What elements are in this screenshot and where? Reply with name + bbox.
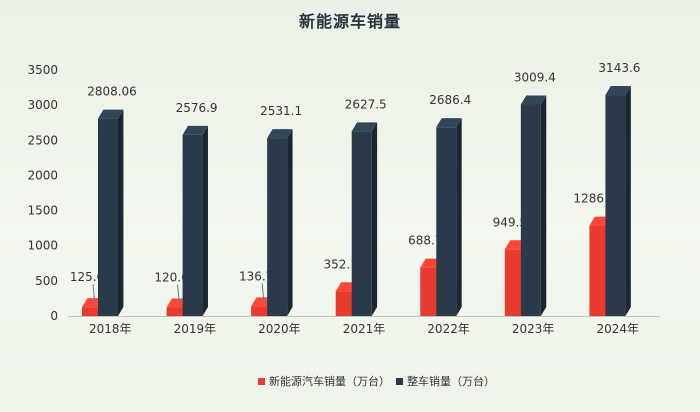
bar-side [202, 125, 208, 317]
data-label: 352.1 [324, 257, 358, 271]
bar [82, 307, 100, 316]
bar-top [351, 122, 378, 132]
x-tick-label: 2018年 [89, 322, 132, 336]
bar-side [456, 118, 462, 317]
y-tick-label: 0 [50, 309, 58, 323]
bar-side [625, 86, 631, 316]
data-label: 2531.1 [260, 104, 302, 118]
bar-side [287, 129, 293, 316]
bar-side [540, 95, 547, 316]
data-label: 136.7 [239, 269, 273, 283]
bar [436, 127, 457, 317]
bar [504, 249, 523, 316]
data-label: 2808.06 [87, 85, 137, 99]
bar-top [182, 125, 208, 135]
bar [335, 291, 354, 316]
bar [267, 138, 288, 316]
data-label: 2686.4 [429, 93, 471, 107]
y-tick-label: 2000 [27, 168, 58, 182]
bar [182, 134, 203, 316]
bar [166, 307, 185, 316]
bar-top [605, 86, 631, 96]
leader-line [261, 283, 265, 305]
y-tick-label: 3500 [27, 63, 58, 77]
x-tick-label: 2020年 [258, 322, 301, 336]
bar-side [118, 109, 124, 316]
bar [251, 306, 270, 316]
x-tick-label: 2024年 [596, 322, 639, 336]
bar-top [98, 109, 124, 119]
legend-label: 新能源汽车销量（万台） [269, 374, 390, 388]
y-tick-label: 2500 [27, 133, 58, 147]
data-label: 2576.9 [176, 101, 218, 115]
x-tick-label: 2021年 [343, 322, 386, 336]
data-label: 3009.4 [514, 70, 556, 84]
bar-top [520, 95, 547, 105]
bar [351, 131, 372, 316]
bar-side [371, 122, 378, 317]
y-tick-label: 3000 [27, 98, 58, 112]
data-label: 688.7 [408, 234, 442, 248]
data-label: 120.6 [154, 271, 188, 285]
chart-title: 新能源车销量 [298, 12, 401, 31]
y-tick-label: 1000 [27, 239, 58, 253]
x-tick-label: 2019年 [174, 322, 217, 336]
leader-line [177, 284, 181, 306]
bar [520, 104, 541, 316]
data-label: 125.6 [70, 270, 104, 284]
x-tick-label: 2023年 [512, 322, 555, 336]
bar [420, 267, 439, 316]
bar [605, 95, 626, 316]
legend-swatch [258, 378, 265, 385]
data-label: 3143.6 [598, 61, 640, 75]
legend-label: 整车销量（万台） [407, 374, 495, 388]
data-label: 1286.6 [573, 192, 615, 206]
x-tick-label: 2022年 [427, 322, 470, 336]
data-label: 949.5 [493, 215, 527, 229]
data-label: 2627.5 [345, 97, 387, 111]
legend-swatch [396, 378, 403, 385]
bar-top [267, 129, 293, 139]
y-tick-label: 1500 [27, 204, 58, 218]
leader-line [92, 284, 96, 306]
bar [589, 225, 608, 316]
bar [98, 118, 118, 316]
bar-top [436, 118, 462, 128]
y-tick-label: 500 [35, 274, 58, 288]
